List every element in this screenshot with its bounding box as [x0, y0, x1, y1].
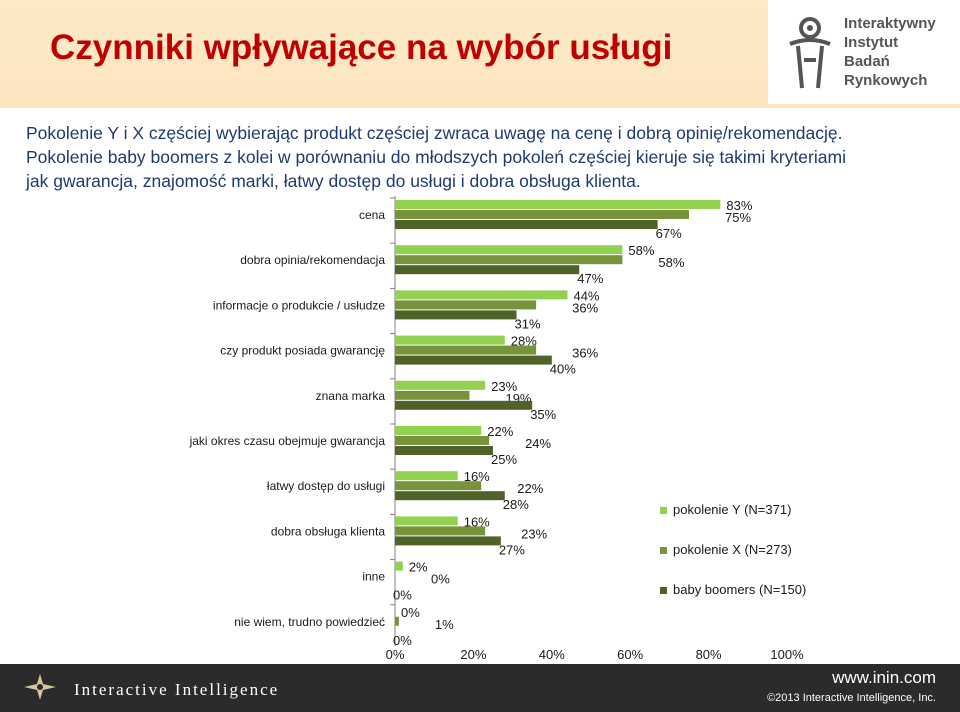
data-label: 22%: [517, 481, 543, 496]
data-label: 23%: [521, 526, 547, 541]
category-label: cena: [359, 208, 385, 222]
data-label: 44%: [573, 288, 599, 303]
bar: [395, 526, 486, 536]
category-label: czy produkt posiada gwarancję: [220, 344, 385, 358]
logo-line: Badań: [844, 53, 890, 70]
data-label: 24%: [525, 436, 551, 451]
x-tick-label: 20%: [460, 647, 486, 662]
intro-line: Pokolenie baby boomers z kolei w porówna…: [26, 147, 846, 167]
category-label: dobra opinia/rekomendacja: [240, 253, 385, 267]
footer-copyright: ©2013 Interactive Intelligence, Inc.: [767, 692, 936, 704]
star-logo-icon: [24, 674, 56, 700]
logo-line: Instytut: [844, 34, 899, 51]
x-tick-label: 80%: [696, 647, 722, 662]
data-label: 0%: [431, 572, 450, 587]
data-label: 83%: [726, 198, 752, 213]
bar: [395, 400, 533, 410]
category-label: dobra obsługa klienta: [271, 524, 385, 538]
bar: [395, 345, 537, 355]
bar: [395, 446, 493, 455]
bar: [395, 210, 689, 219]
legend-label: pokolenie X (N=273): [673, 542, 792, 557]
logo-text: Interaktywny Instytut Badań Rynkowych: [844, 14, 936, 90]
legend-swatch: [660, 507, 667, 515]
bar: [395, 310, 517, 320]
data-label: 36%: [572, 300, 598, 315]
bar: [395, 516, 458, 526]
intro-text: Pokolenie Y i X częściej wybierając prod…: [26, 121, 926, 193]
bar: [395, 245, 623, 255]
data-label: 25%: [491, 452, 517, 467]
data-label: 67%: [656, 226, 682, 241]
data-label: 1%: [435, 617, 454, 632]
bar: [395, 355, 552, 365]
bar: [395, 481, 482, 491]
category-label: jaki okres czasu obejmuje gwarancja: [189, 434, 386, 448]
footer-site-link[interactable]: www.inin.com: [832, 668, 936, 687]
legend-item-pokolenie-x: pokolenie X (N=273): [660, 542, 792, 557]
legend-item-baby-boomers: baby boomers (N=150): [660, 582, 806, 597]
data-label: 16%: [464, 514, 490, 529]
x-tick-label: 0%: [386, 647, 405, 662]
data-label: 23%: [491, 379, 517, 394]
bar: [395, 436, 490, 445]
category-label: znana marka: [316, 389, 386, 403]
data-label: 47%: [577, 271, 603, 286]
x-tick-label: 60%: [617, 647, 643, 662]
bar: [395, 491, 505, 501]
data-label: 0%: [393, 633, 412, 648]
bar: [395, 255, 623, 265]
bar: [395, 200, 721, 209]
data-label: 0%: [393, 588, 412, 603]
data-label: 28%: [511, 334, 537, 349]
data-label: 0%: [401, 605, 420, 620]
bar: [395, 390, 470, 400]
footer-bar: Interactive Intelligence www.inin.com ©2…: [0, 664, 960, 712]
bar: [395, 220, 658, 229]
data-label: 58%: [628, 243, 654, 258]
data-label: 16%: [464, 469, 490, 484]
logo-line: Rynkowych: [844, 72, 928, 89]
bar: [395, 471, 458, 481]
footer-brand: Interactive Intelligence: [74, 680, 280, 699]
intro-line: Pokolenie Y i X częściej wybierając prod…: [26, 123, 843, 143]
iibr-logo: Interaktywny Instytut Badań Rynkowych: [768, 0, 960, 104]
bar: [395, 561, 403, 571]
data-label: 2%: [409, 560, 428, 575]
x-tick-label: 100%: [770, 647, 804, 662]
legend-swatch: [660, 587, 667, 595]
bar: [395, 380, 486, 390]
logo-line: Interaktywny: [844, 15, 936, 32]
data-label: 40%: [550, 362, 576, 377]
legend-swatch: [660, 547, 667, 555]
bar: [395, 426, 482, 435]
category-label: informacje o produkcie / usłudze: [213, 298, 385, 312]
bar: [395, 536, 501, 546]
bar: [395, 335, 505, 345]
page-title: Czynniki wpływające na wybór usługi: [50, 28, 673, 67]
bar: [395, 265, 580, 275]
data-label: 75%: [725, 210, 751, 225]
category-label: nie wiem, trudno powiedzieć: [234, 615, 385, 629]
data-label: 28%: [503, 497, 529, 512]
legend-item-pokolenie-y: pokolenie Y (N=371): [660, 502, 791, 517]
category-label: łatwy dostęp do usługi: [267, 479, 385, 493]
data-label: 36%: [572, 346, 598, 361]
data-label: 35%: [530, 407, 556, 422]
legend-label: pokolenie Y (N=371): [673, 502, 792, 517]
data-label: 31%: [515, 316, 541, 331]
data-label: 22%: [487, 424, 513, 439]
person-figure-icon: [789, 17, 831, 89]
intro-line: jak gwarancja, znajomość marki, łatwy do…: [26, 171, 641, 191]
legend-label: baby boomers (N=150): [673, 582, 807, 597]
bar: [395, 290, 568, 300]
bar: [395, 616, 399, 626]
bar: [395, 300, 537, 310]
category-label: inne: [362, 570, 385, 584]
data-label: 27%: [499, 542, 525, 557]
x-tick-label: 40%: [539, 647, 565, 662]
data-label: 58%: [658, 255, 684, 270]
